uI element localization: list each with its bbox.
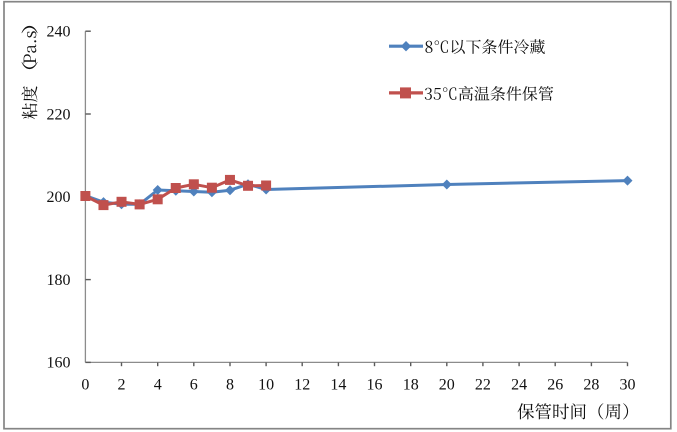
svg-text:28: 28 [583,377,599,394]
svg-text:14: 14 [330,377,346,394]
svg-text:10: 10 [258,377,274,394]
svg-text:240: 240 [47,24,71,41]
svg-text:220: 220 [47,106,71,123]
svg-text:200: 200 [47,189,71,206]
svg-text:12: 12 [294,377,310,394]
svg-text:24: 24 [511,377,527,394]
svg-text:160: 160 [47,355,71,372]
svg-text:18: 18 [403,377,419,394]
svg-text:16: 16 [367,377,383,394]
svg-text:26: 26 [547,377,563,394]
svg-text:4: 4 [154,377,162,394]
svg-text:180: 180 [47,272,71,289]
svg-text:20: 20 [439,377,455,394]
svg-text:22: 22 [475,377,491,394]
svg-text:8: 8 [226,377,234,394]
svg-text:30: 30 [620,377,636,394]
svg-text:2: 2 [118,377,126,394]
svg-text:0: 0 [81,377,89,394]
svg-text:6: 6 [190,377,198,394]
